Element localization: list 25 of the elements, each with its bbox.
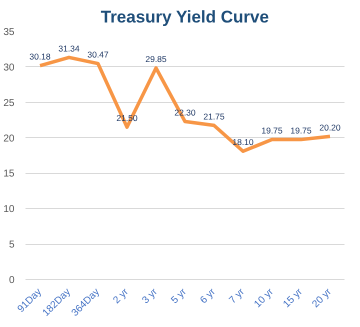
x-tick-label: 6 yr xyxy=(198,286,218,306)
y-tick-label: 30 xyxy=(3,62,15,74)
data-label: 21.75 xyxy=(203,111,225,122)
x-tick-label: 7 yr xyxy=(227,286,248,306)
data-label: 30.47 xyxy=(87,50,109,60)
y-tick-label: 10 xyxy=(3,204,15,216)
y-tick-label: 35 xyxy=(3,27,15,38)
x-tick-label: 20 yr xyxy=(310,286,334,310)
y-tick-label: 5 xyxy=(8,240,15,251)
x-tick-label: 5 yr xyxy=(169,286,190,306)
x-tick-label: 15 yr xyxy=(281,286,306,310)
data-label: 30.18 xyxy=(29,52,51,62)
x-tick-label: 2 yr xyxy=(111,286,132,306)
data-label: 20.20 xyxy=(319,122,341,132)
y-tick-label: 0 xyxy=(8,275,15,286)
data-label: 31.34 xyxy=(58,43,80,54)
data-label: 29.85 xyxy=(145,54,167,64)
data-label: 19.75 xyxy=(261,126,283,136)
chart-title: Treasury Yield Curve xyxy=(100,8,269,26)
y-tick-label: 25 xyxy=(3,98,15,109)
x-tick-label: 10 yr xyxy=(252,286,276,310)
y-tick-label: 20 xyxy=(3,133,15,144)
y-tick-label: 15 xyxy=(3,168,15,180)
data-label: 19.75 xyxy=(290,126,312,136)
x-tick-label: 3 yr xyxy=(140,286,160,306)
